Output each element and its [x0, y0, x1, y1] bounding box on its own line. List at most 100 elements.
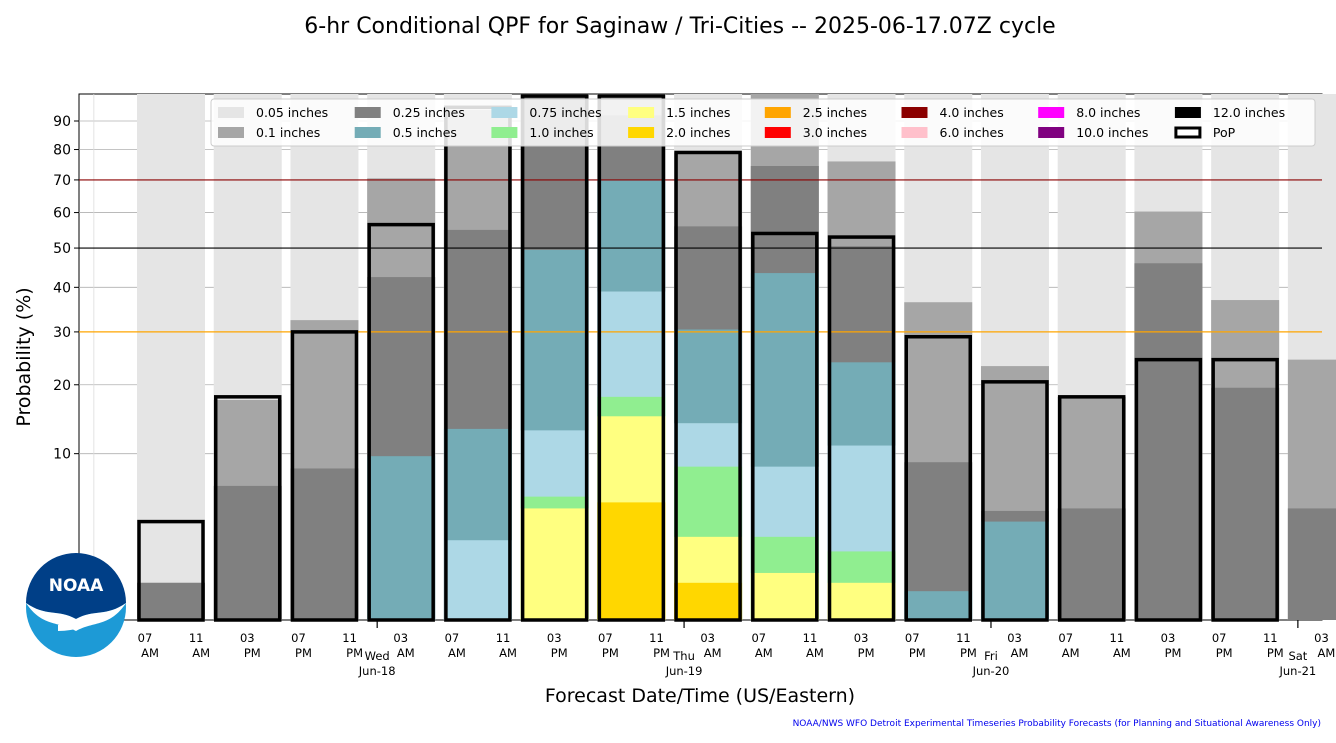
bar-segment	[1057, 508, 1126, 620]
bar-segment	[1211, 387, 1280, 620]
day-date-label: Jun-19	[665, 664, 703, 678]
legend-label: 1.5 inches	[666, 105, 730, 120]
legend-swatch	[1174, 126, 1202, 139]
x-tick-ampm: AM	[806, 646, 824, 660]
legend-swatch	[354, 127, 381, 138]
legend-swatch	[1038, 107, 1065, 118]
legend-swatch	[218, 127, 244, 138]
x-tick-hour: 03	[547, 631, 562, 645]
day-weekday-label: Fri	[984, 649, 998, 663]
x-tick-ampm: AM	[755, 646, 773, 660]
x-tick-hour: 03	[1007, 631, 1022, 645]
legend-swatch	[1038, 127, 1065, 138]
y-tick-label: 50	[53, 241, 71, 257]
x-tick-hour: 07	[1058, 631, 1073, 645]
x-tick-ampm: AM	[192, 646, 210, 660]
bar-segment	[1287, 508, 1336, 620]
legend-label: 2.0 inches	[666, 125, 730, 140]
chart-title: 6-hr Conditional QPF for Saginaw / Tri-C…	[304, 14, 1055, 39]
legend-swatch	[764, 127, 791, 138]
bar-segment	[750, 572, 819, 620]
x-tick-ampm: PM	[653, 646, 670, 660]
bar-segment	[904, 591, 973, 620]
day-weekday-label: Sat	[1288, 649, 1307, 663]
legend-frame	[210, 98, 1316, 147]
x-tick-ampm: AM	[1113, 646, 1131, 660]
legend-swatch	[628, 127, 655, 138]
y-tick-label: 90	[53, 114, 71, 130]
x-tick-ampm: AM	[141, 646, 159, 660]
y-tick-label: 20	[53, 378, 71, 394]
bar-segment	[213, 485, 282, 620]
x-tick-hour: 11	[956, 631, 971, 645]
bar-segment	[367, 456, 436, 620]
legend-label: 10.0 inches	[1076, 125, 1148, 140]
x-tick-hour: 03	[1161, 631, 1176, 645]
pop-outline	[213, 395, 282, 622]
legend-swatch	[218, 107, 244, 118]
pop-outline	[1211, 357, 1279, 622]
legend-label: 1.0 inches	[529, 125, 593, 140]
bar-segment	[137, 94, 205, 620]
x-tick-ampm: AM	[448, 646, 466, 660]
bar-segment	[674, 582, 743, 620]
x-tick-ampm: PM	[909, 646, 926, 660]
x-tick-ampm: AM	[1011, 646, 1029, 660]
x-tick-hour: 11	[342, 631, 357, 645]
y-tick-label: 10	[53, 447, 71, 463]
x-tick-hour: 07	[598, 631, 613, 645]
bar-segment	[827, 582, 896, 620]
x-axis-label: Forecast Date/Time (US/Eastern)	[545, 685, 855, 707]
legend-swatch	[628, 107, 655, 118]
x-tick-hour: 03	[393, 631, 408, 645]
x-tick-hour: 07	[291, 631, 306, 645]
pop-outline	[904, 334, 972, 622]
day-date-label: Jun-21	[1278, 664, 1316, 678]
bar-segment	[520, 508, 589, 620]
y-tick-label: 80	[53, 143, 71, 159]
pop-outline	[597, 94, 666, 622]
x-tick-hour: 11	[496, 631, 511, 645]
legend-swatch	[491, 127, 518, 138]
x-tick-hour: 03	[700, 631, 715, 645]
bar-segment	[597, 502, 666, 620]
legend-swatch	[1174, 107, 1201, 118]
pop-outline	[520, 94, 589, 622]
credit-text: NOAA/NWS WFO Detroit Experimental Timese…	[793, 719, 1321, 729]
legend-swatch	[491, 107, 518, 118]
legend-swatch	[764, 107, 791, 118]
day-weekday-label: Wed	[365, 649, 390, 663]
x-tick-ampm: PM	[1267, 646, 1284, 660]
y-tick-label: 40	[53, 280, 71, 296]
x-tick-hour: 07	[138, 631, 153, 645]
bar-stacks	[137, 94, 1336, 621]
x-tick-hour: 03	[854, 631, 869, 645]
legend-label: 4.0 inches	[940, 105, 1004, 120]
x-tick-ampm: PM	[1216, 646, 1233, 660]
bar-segment	[1134, 263, 1203, 620]
x-tick-ampm: PM	[1165, 646, 1182, 660]
legend: 0.05 inches 0.1 inches 0.25 inches 0.5 inch…	[210, 98, 1316, 147]
x-tick-hour: 07	[1212, 631, 1227, 645]
y-tick-label: 60	[53, 206, 71, 222]
pop-outline	[981, 380, 1049, 622]
pop-outline	[1057, 395, 1126, 622]
x-tick-hour: 03	[1314, 631, 1329, 645]
x-axis: 07AM11AM03PM07PM11PM03AM07AM11AM03PM07PM…	[138, 620, 1336, 678]
day-weekday-label: Thu	[672, 649, 695, 663]
x-tick-ampm: PM	[295, 646, 312, 660]
pop-outline	[1134, 357, 1203, 622]
x-tick-ampm: PM	[244, 646, 261, 660]
x-tick-ampm: AM	[1318, 646, 1336, 660]
x-tick-hour: 11	[1110, 631, 1125, 645]
pop-outline	[827, 235, 896, 622]
legend-label: 0.05 inches	[256, 105, 328, 120]
y-axis-label: Probability (%)	[13, 287, 35, 426]
pop-outline	[674, 150, 742, 622]
y-tick-label: 30	[53, 325, 71, 341]
x-tick-ampm: PM	[602, 646, 619, 660]
noaa-logo-text: NOAA	[49, 576, 104, 596]
pop-outline	[290, 330, 359, 622]
legend-label: 3.0 inches	[803, 125, 867, 140]
pop-outline	[751, 231, 819, 622]
